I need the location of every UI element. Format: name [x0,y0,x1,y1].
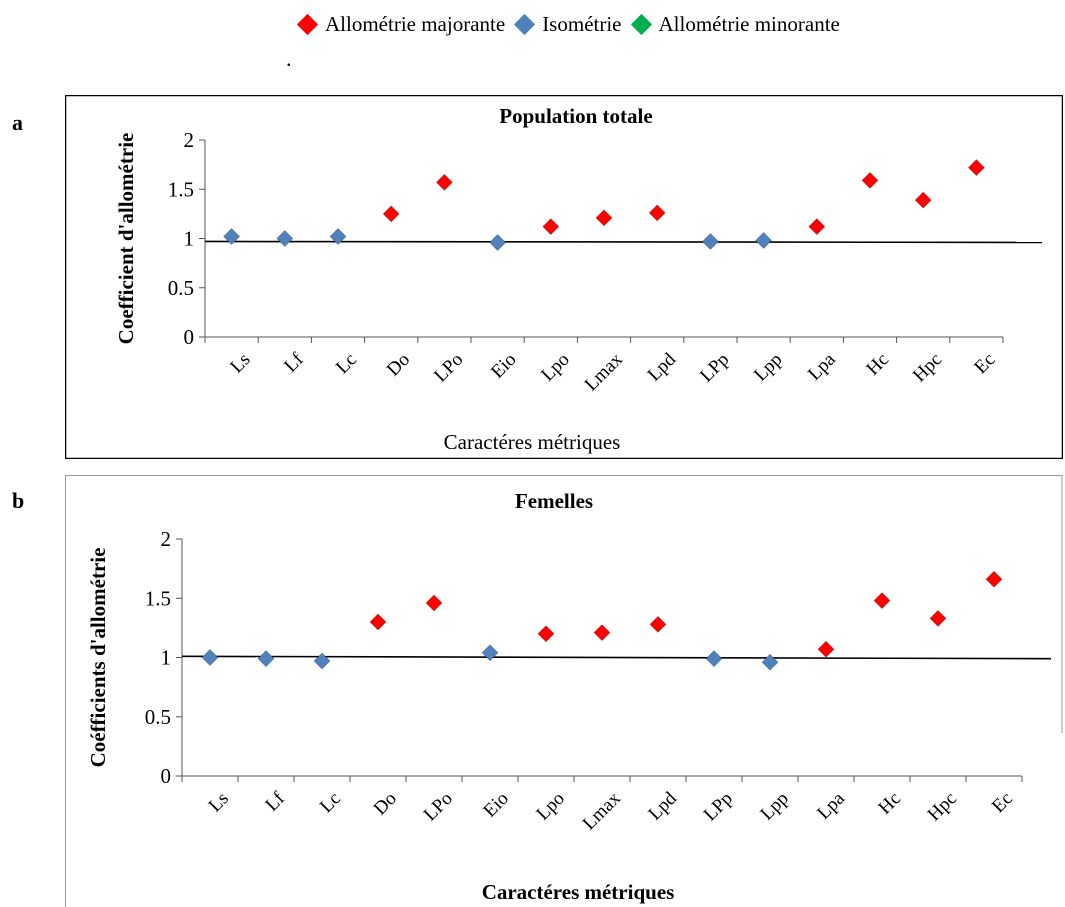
data-point-lf [257,650,275,668]
data-point-hpc [929,609,947,627]
chart-femelles: Femelles 0 0.5 1 1.5 2 Ls Lf Lc Do LPo Eio Lpo Lmax Lp… [65,475,1063,907]
chart-title: Femelles [515,489,593,513]
y-axis-title: Coefficient d'allométrie [114,133,138,345]
data-point-lc [329,227,347,246]
data-point-eio [481,644,499,662]
panel-label-a: a [12,110,23,135]
data-point-ec [985,570,1003,588]
legend-label-majorante: Allométrie majorante [325,12,506,36]
x-tick-label: Do [370,788,401,819]
reference-line [181,655,1052,660]
legend-item-isometrie: Isométrie [514,12,622,37]
data-point-lpd [648,204,666,222]
data-point-hpc [914,191,932,209]
legend-label-isometrie: Isométrie [542,12,622,36]
data-point-do [369,613,387,631]
panel-label-b: b [12,488,25,513]
x-tick-label: Lc [316,788,345,817]
x-tick-label: Ec [970,349,999,378]
data-point-ls [223,227,241,246]
x-axis-title: Caractéres métriques [444,430,621,454]
y-tick-label: 1.5 [145,586,171,610]
x-tick-label: Eio [487,349,521,383]
x-tick-label: Ls [226,349,254,377]
green-diamond-icon [630,13,652,36]
data-point-lpp [701,232,719,251]
data-point-hc [873,592,891,610]
data-point-lpo [435,173,453,191]
x-tick-label: LPp [700,788,737,825]
data-point-lc [313,652,331,670]
data-point-ls [201,648,219,667]
data-point-lpp [761,653,779,671]
x-tick-label: Lmax [579,788,626,835]
data-point-lpo [425,594,443,612]
data-point-lpd [649,615,667,633]
data-point-lpa [817,640,835,658]
legend-label-minorante: Allométrie minorante [658,12,840,36]
x-tick-label: Eio [479,788,513,822]
y-tick-label: 1 [161,646,172,670]
x-tick-label: Ec [988,788,1017,817]
data-point-eio [489,233,507,252]
data-point-lpo [542,218,560,236]
x-tick-label: Lmax [581,349,628,396]
data-point-lpa [808,218,826,236]
legend-item-minorante: Allométrie minorante [630,12,840,37]
y-tick-label: 0 [184,325,195,349]
y-tick-label: 2 [161,527,172,551]
x-tick-label: Lpd [644,349,681,386]
x-tick-label: Lpo [537,349,573,385]
y-tick-label: 1.5 [168,177,194,201]
x-tick-label: Lf [261,788,289,816]
stray-dot: . [286,46,292,71]
x-tick-label: Lf [280,349,308,377]
data-point-hc [861,171,879,189]
x-tick-label: Do [383,349,414,380]
data-point-lpo [537,625,555,643]
y-tick-label: 1 [184,227,195,251]
blue-diamond-icon [514,13,536,36]
data-point-ec [967,159,985,177]
chart-legend: Allométrie majorante Isométrie Allométri… [296,12,840,37]
y-tick-label: 0.5 [168,276,194,300]
chart-frame [65,475,1063,907]
x-tick-label: Hpc [924,788,961,825]
data-point-lf [276,229,294,248]
x-tick-label: Lpp [750,349,786,385]
data-point-lmax [593,624,611,642]
legend-item-majorante: Allométrie majorante [296,12,506,37]
y-tick-label: 0.5 [145,705,171,729]
data-point-lpp [705,650,723,668]
x-tick-label: LPo [430,349,467,386]
x-tick-label: Lpd [644,788,681,825]
reference-line [204,240,1043,244]
x-tick-label: Hc [862,349,893,380]
x-axis-title: Caractéres métriques [482,880,675,904]
chart-title: Population totale [499,104,652,128]
y-tick-label: 0 [161,764,172,788]
x-tick-label: LPo [420,788,457,825]
chart-population-totale: Population totale 0 0.5 1 1.5 2 Ls Lf Lc Do LPo Eio… [65,95,1063,459]
y-axis-title: Coéfficients d'allométrie [86,548,110,768]
y-tick-label: 2 [184,128,195,152]
x-tick-label: Lpa [804,349,840,385]
data-point-do [382,205,400,223]
x-tick-label: Lpp [756,788,792,824]
x-tick-label: Lpo [532,788,568,824]
red-diamond-icon [296,13,319,36]
data-point-lpp [755,231,773,250]
x-tick-label: Hc [874,788,905,819]
x-tick-label: LPp [696,349,733,386]
x-tick-label: Lc [332,349,361,378]
data-point-lmax [595,209,613,227]
x-tick-label: Ls [205,788,233,816]
x-tick-label: Lpa [813,788,849,824]
x-tick-label: Hpc [909,349,946,386]
chart-frame [65,95,1063,459]
